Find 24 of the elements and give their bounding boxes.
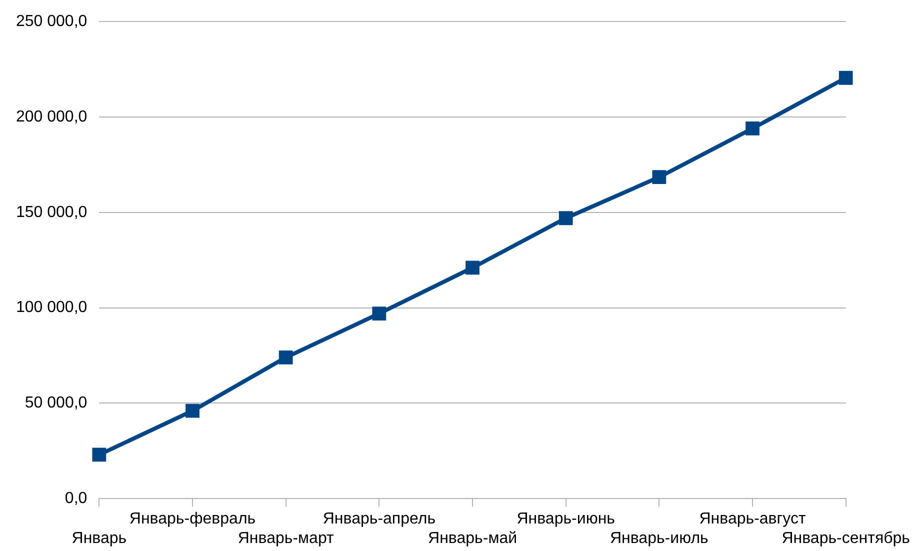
y-tick-label: 50 000,0 (24, 394, 88, 412)
point (652, 170, 666, 184)
y-tick-label: 100 000,0 (16, 299, 88, 316)
point (92, 448, 106, 462)
point (558, 211, 573, 226)
x-tick-label: Январь-февраль (129, 510, 256, 528)
x-tick-label: Январь-август (699, 510, 806, 528)
y-tick-label: 250 000,0 (16, 13, 88, 30)
y-tick-label: 200 000,0 (16, 108, 88, 126)
point (186, 404, 200, 418)
x-tick-label: Январь-июнь (516, 510, 615, 528)
x-tick-label: Январь-май (428, 530, 518, 547)
x-tick-label: Январь (72, 530, 127, 547)
x-tick-label: Январь-март (238, 530, 334, 547)
x-tick-label: Январь-сентябрь (782, 530, 910, 547)
point (466, 260, 480, 275)
x-tick-label: Январь-июль (610, 530, 708, 547)
y-tick-label: 150 000,0 (16, 204, 88, 221)
point (746, 122, 760, 136)
point (278, 350, 293, 364)
point (372, 306, 386, 320)
x-tick-label: Январь-апрель (322, 510, 436, 528)
y-tick-label: 0,0 (64, 490, 88, 508)
point (838, 70, 853, 85)
